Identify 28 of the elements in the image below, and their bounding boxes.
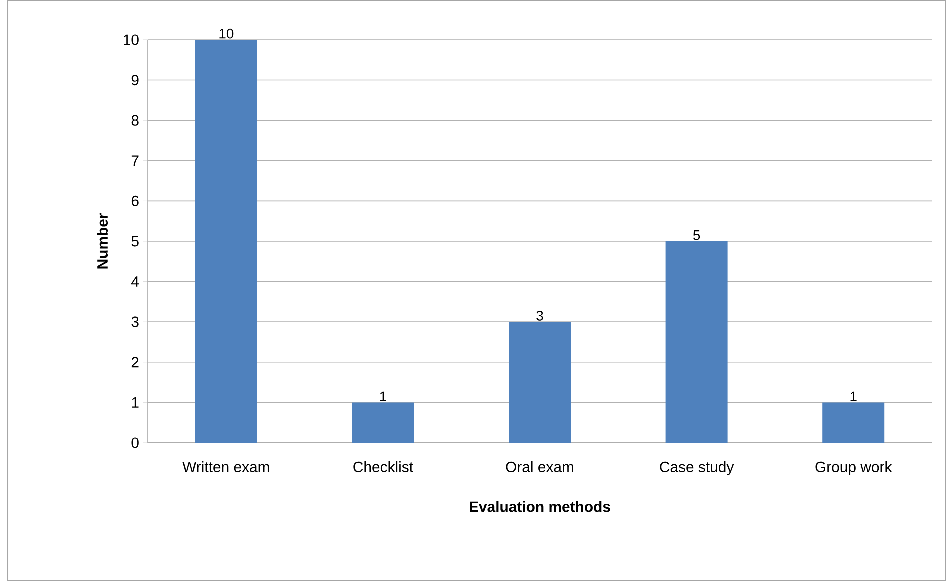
y-tick-label: 2 xyxy=(132,357,139,368)
y-tick-label: 0 xyxy=(132,438,139,448)
bar xyxy=(509,322,572,443)
data-label: 1 xyxy=(380,392,386,402)
data-label: 1 xyxy=(850,392,857,402)
x-axis-title: Evaluation methods xyxy=(470,501,610,512)
data-label: 10 xyxy=(220,28,234,39)
bar xyxy=(666,241,728,443)
x-tick-label: Oral exam xyxy=(506,462,574,472)
x-tick-label: Case study xyxy=(660,462,734,476)
y-tick-label: 9 xyxy=(132,74,139,86)
bar xyxy=(352,402,414,443)
y-tick-label: 4 xyxy=(132,276,140,287)
y-tick-label: 3 xyxy=(132,316,139,328)
data-label: 5 xyxy=(693,230,700,240)
y-tick-label: 8 xyxy=(132,115,139,126)
y-tick-label: 10 xyxy=(124,34,139,46)
y-tick-label: 1 xyxy=(132,398,139,408)
y-tick-label: 7 xyxy=(132,156,139,166)
x-tick-label: Group work xyxy=(816,462,892,476)
bar xyxy=(822,402,885,443)
y-axis-title: Number xyxy=(97,213,108,269)
y-tick-label: 5 xyxy=(132,236,139,247)
y-tick-label: 6 xyxy=(132,196,139,206)
x-tick-label: Checklist xyxy=(354,462,414,472)
x-tick-label: Written exam xyxy=(182,462,270,472)
data-label: 3 xyxy=(536,311,544,321)
bar xyxy=(195,40,258,443)
